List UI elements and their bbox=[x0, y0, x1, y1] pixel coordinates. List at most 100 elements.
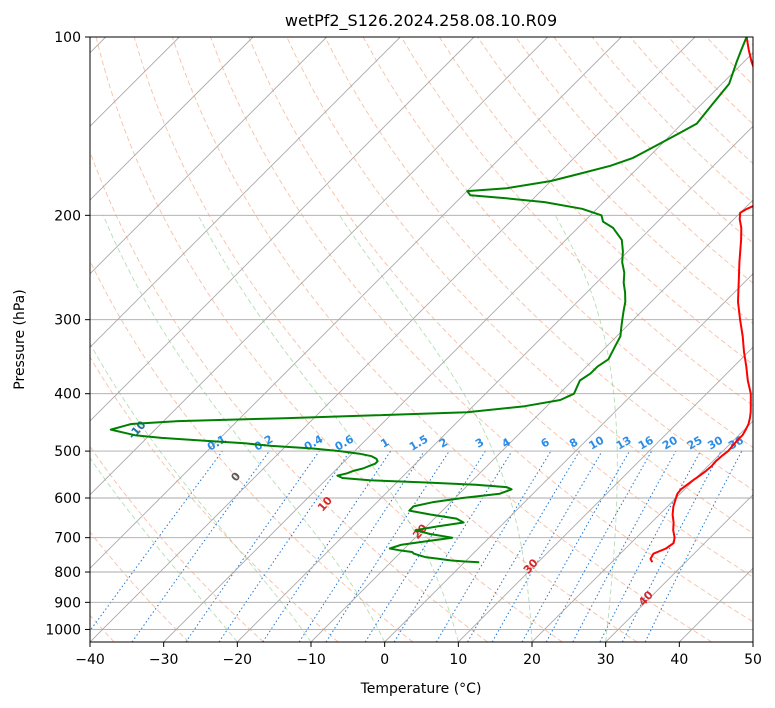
mixing-ratio-label: 6 bbox=[539, 435, 552, 450]
profile-series bbox=[109, 37, 753, 564]
dry-adiabat-line bbox=[210, 37, 753, 623]
y-tick-label: 100 bbox=[54, 30, 81, 46]
y-tick-label: 200 bbox=[54, 208, 81, 224]
dry-adiabat-line bbox=[324, 37, 753, 491]
dry-adiabat-line bbox=[744, 37, 753, 47]
isotherm-line bbox=[236, 125, 753, 642]
dry-adiabat-line bbox=[90, 259, 414, 642]
dry-adiabat-line bbox=[90, 445, 264, 642]
dry-adiabat-line bbox=[90, 531, 190, 642]
mixing-ratio-line bbox=[90, 450, 223, 632]
isotherm-line bbox=[310, 199, 753, 642]
y-tick-label: 1000 bbox=[45, 622, 81, 638]
dry-adiabat-label: -10 bbox=[126, 418, 149, 442]
mixing-ratio-label: 4 bbox=[500, 435, 513, 450]
mixing-ratio-line bbox=[298, 450, 425, 642]
moist-adiabat-line bbox=[90, 342, 312, 642]
y-tick-label: 400 bbox=[54, 387, 81, 403]
x-tick-label: −40 bbox=[75, 652, 105, 668]
mixing-ratio-line bbox=[644, 450, 743, 642]
isotherm-line bbox=[678, 567, 753, 642]
mixing-ratio-line bbox=[521, 450, 630, 642]
y-tick-label: 700 bbox=[54, 531, 81, 547]
dry-adiabat-label: -30 bbox=[0, 369, 3, 393]
mixing-ratio-line bbox=[131, 450, 270, 642]
isotherm-line bbox=[90, 37, 328, 275]
isotherm-line bbox=[163, 52, 753, 642]
mixing-ratio-label: 2 bbox=[437, 436, 450, 451]
moist-adiabat-line bbox=[197, 215, 459, 642]
background-lines bbox=[90, 37, 753, 642]
moist-adiabat-line bbox=[554, 215, 618, 642]
isotherm-line bbox=[90, 37, 696, 642]
mixing-ratio-line bbox=[467, 450, 580, 642]
mixing-ratio-label: 30 bbox=[705, 433, 725, 452]
x-tick-label: 10 bbox=[449, 652, 467, 668]
dry-adiabat-line bbox=[553, 37, 753, 244]
dry-adiabat-line bbox=[248, 37, 753, 578]
moist-adiabat-line bbox=[102, 215, 386, 642]
mixing-ratio-label: 10 bbox=[586, 433, 606, 452]
y-tick-label: 500 bbox=[54, 444, 81, 460]
dry-adiabat-line bbox=[706, 37, 753, 86]
y-tick-label: 800 bbox=[54, 565, 81, 581]
mixing-ratio-label: 1 bbox=[378, 436, 391, 451]
isotherm-line bbox=[605, 494, 753, 642]
mixing-ratio-label: 16 bbox=[636, 433, 656, 452]
grid-lines bbox=[90, 37, 753, 642]
chart-title: wetPf2_S126.2024.258.08.10.R09 bbox=[285, 11, 557, 31]
x-tick-label: 30 bbox=[597, 652, 615, 668]
y-tick-label: 600 bbox=[54, 491, 81, 507]
dry-adiabat-line bbox=[171, 37, 712, 642]
dry-adiabat-line bbox=[668, 37, 753, 125]
x-tick-label: 40 bbox=[670, 652, 688, 668]
dry-adiabat-line bbox=[95, 37, 563, 642]
x-tick-label: −20 bbox=[223, 652, 253, 668]
moist-adiabat-line bbox=[339, 215, 533, 642]
x-tick-label: −10 bbox=[296, 652, 326, 668]
y-tick-label: 300 bbox=[54, 313, 81, 329]
isotherm-line bbox=[90, 37, 475, 422]
mixing-ratio-label: 25 bbox=[685, 434, 705, 453]
mixing-ratio-line bbox=[572, 450, 677, 642]
mixing-ratio-line bbox=[185, 450, 320, 642]
isotherm-line bbox=[90, 37, 401, 348]
dry-adiabat-label: 40 bbox=[636, 588, 656, 608]
isotherm-line bbox=[457, 346, 753, 642]
x-tick-label: 20 bbox=[523, 652, 541, 668]
dry-adiabat-line bbox=[133, 37, 638, 642]
x-axis-ticks: −40 −30 −20 −10 0 10 20 30 40 50 bbox=[75, 642, 762, 668]
mixing-ratio-line bbox=[393, 450, 513, 642]
mixing-ratio-label: 3 bbox=[473, 436, 486, 451]
mixing-ratio-label: 0.4 bbox=[302, 432, 326, 453]
isotherm-line bbox=[384, 273, 753, 642]
mixing-ratio-line bbox=[262, 450, 392, 642]
dry-adiabat-line bbox=[515, 37, 753, 284]
y-axis-label: Pressure (hPa) bbox=[12, 289, 28, 389]
x-tick-label: 50 bbox=[744, 652, 762, 668]
dewpoint-profile-line bbox=[109, 37, 748, 564]
mixing-ratio-line bbox=[218, 450, 351, 642]
mixing-ratio-line bbox=[599, 450, 701, 642]
dry-adiabat-line bbox=[90, 150, 488, 642]
mixing-ratio-label: 0.2 bbox=[252, 433, 275, 454]
plot-frame bbox=[89, 36, 754, 643]
mixing-ratio-line bbox=[545, 450, 653, 642]
isotherm-line bbox=[90, 37, 549, 496]
y-axis-ticks: 100 200 300 400 500 600 700 800 900 1000 bbox=[45, 30, 90, 638]
isotherm-line bbox=[90, 37, 254, 201]
dry-adiabat-label: -20 bbox=[55, 400, 78, 424]
isotherm-line bbox=[752, 641, 753, 642]
dry-adiabat-line bbox=[400, 37, 753, 407]
y-tick-label: 900 bbox=[54, 595, 81, 611]
mixing-ratio-line bbox=[325, 450, 450, 642]
isotherm-line bbox=[531, 420, 753, 642]
x-axis-label: Temperature (°C) bbox=[360, 681, 482, 697]
dry-adiabat-line bbox=[439, 37, 753, 365]
dry-adiabat-line bbox=[90, 356, 339, 642]
isotherm-line bbox=[90, 37, 622, 569]
mixing-ratio-label: 1.5 bbox=[407, 433, 430, 454]
x-tick-label: 0 bbox=[380, 652, 389, 668]
